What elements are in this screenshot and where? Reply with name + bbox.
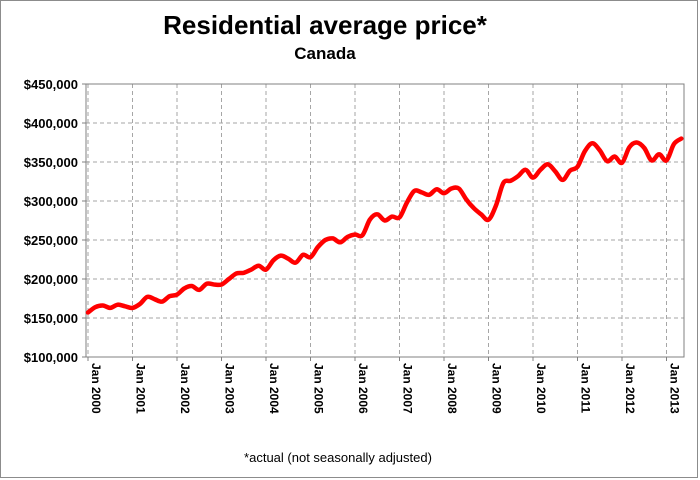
y-tick-label: $200,000: [24, 272, 78, 287]
plot-area-border: [85, 83, 685, 358]
x-tick-label: Jan 2010: [534, 363, 548, 414]
series-group: [85, 136, 684, 315]
x-tick-label: Jan 2007: [401, 363, 415, 414]
chart-subtitle: Canada: [294, 44, 356, 63]
y-tick-label: $400,000: [24, 116, 78, 131]
y-tick-label: $250,000: [24, 233, 78, 248]
x-tick-label: Jan 2008: [445, 363, 459, 414]
y-tick-label: $350,000: [24, 155, 78, 170]
x-tick-label: Jan 2005: [312, 363, 326, 414]
x-tick-label: Jan 2002: [178, 363, 192, 414]
x-tick-label: Jan 2003: [223, 363, 237, 414]
x-tick-label: Jan 2012: [623, 363, 637, 414]
x-tick-label: Jan 2006: [356, 363, 370, 414]
y-tick-label: $450,000: [24, 77, 78, 92]
x-axis-ticks: Jan 2000 Jan 2001 Jan 2002 Jan 2003 Jan 2004…: [87, 357, 682, 414]
x-tick-label: Jan 2000: [89, 363, 103, 414]
series-line-price: [85, 136, 684, 315]
x-tick-label: Jan 2004: [267, 363, 281, 414]
x-tick-label: Jan 2011: [579, 363, 593, 413]
x-tick-label: Jan 2013: [668, 363, 682, 414]
y-tick-label: $150,000: [24, 311, 78, 326]
y-tick-label: $100,000: [24, 350, 78, 365]
x-tick-label: Jan 2009: [490, 363, 504, 414]
x-tick-label: Jan 2001: [134, 363, 148, 414]
y-axis-ticks: $100,000 $150,000 $200,000 $250,000 $300,000…: [24, 77, 86, 365]
chart-title: Residential average price*: [163, 10, 487, 40]
y-tick-label: $300,000: [24, 194, 78, 209]
chart-footnote: *actual (not seasonally adjusted): [244, 450, 432, 465]
